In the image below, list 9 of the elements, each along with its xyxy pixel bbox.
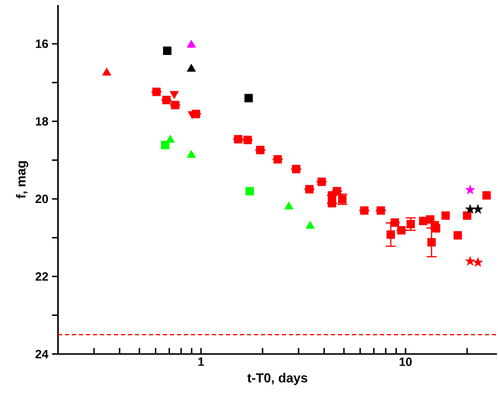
x-axis-title: t-T0, days [247, 372, 308, 386]
y-tick-label: 24 [36, 350, 48, 358]
y-tick-label: 18 [36, 117, 48, 126]
y-tick-label: 22 [36, 272, 48, 281]
y-tick-label: 20 [36, 194, 48, 204]
x-tick-label: 10 [400, 358, 412, 366]
y-tick-label: 16 [36, 40, 48, 48]
y-axis-title: f, mag [16, 161, 28, 198]
x-tick-label: 1 [198, 358, 204, 366]
